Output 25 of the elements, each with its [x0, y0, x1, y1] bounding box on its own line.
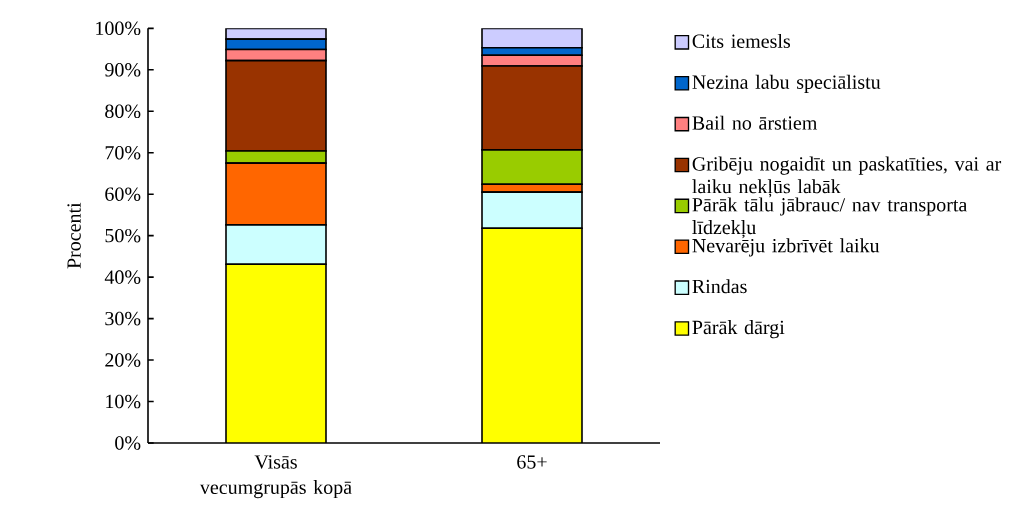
- x-tick-label: 65+: [517, 455, 547, 469]
- y-tick-label: 80%: [105, 104, 141, 119]
- y-tick-label: 90%: [105, 63, 141, 77]
- y-tick-label: 70%: [105, 145, 141, 160]
- legend-label: Pārāk tālu jābrauc/ nav transporta līdzekļu: [692, 197, 968, 239]
- y-tick-label: 100%: [96, 21, 141, 36]
- legend-label: Gribēju nogaidīt un paskatīties, vai ar laiku nekļūs labāk: [692, 156, 1002, 198]
- legend-label: Bail no ārstiem: [692, 115, 818, 130]
- legend-label: Nezina labu speciālistu: [692, 74, 881, 93]
- y-tick-label: 10%: [106, 394, 141, 409]
- bar: [226, 264, 326, 443]
- legend-label: Nevarēju izbrīvēt laiku: [692, 238, 880, 257]
- legend-label: Pārāk dārgi: [692, 320, 785, 339]
- x-tick-label: Visās vecumgrupās kopā: [199, 455, 352, 499]
- bar: [481, 227, 583, 443]
- y-tick-label: 50%: [105, 228, 141, 243]
- y-tick-label: 60%: [105, 187, 141, 201]
- y-axis-title: Procenti: [67, 202, 81, 269]
- bar: [481, 28, 583, 49]
- legend-label: Cits iemesls: [692, 33, 791, 48]
- y-tick-label: 40%: [104, 270, 141, 284]
- y-tick-label: 20%: [105, 353, 141, 367]
- y-tick-label: 30%: [105, 311, 141, 326]
- y-tick-label: 0%: [115, 436, 141, 450]
- legend-label: Rindas: [692, 279, 747, 294]
